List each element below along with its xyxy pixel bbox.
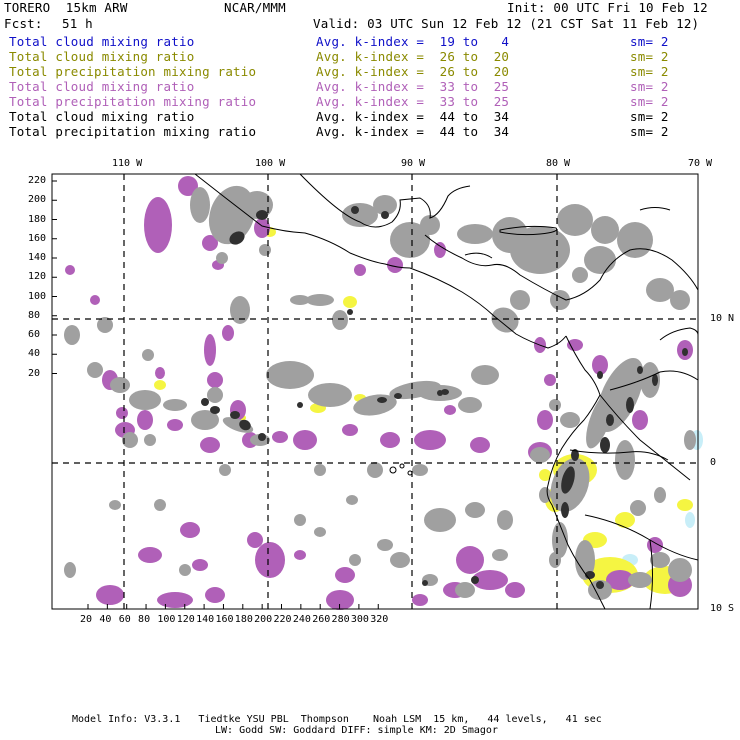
- legend-kindex: Avg. k-index = 33 to 25: [316, 79, 510, 94]
- legend-smoothing: sm= 2: [630, 64, 669, 79]
- legend-kindex: Avg. k-index = 19 to 4: [316, 34, 510, 49]
- fcst-hours: 51 h: [62, 16, 93, 31]
- cloud-field-overlay: [64, 176, 703, 610]
- x-axis-label: 20: [80, 614, 93, 625]
- lat-label-0: 0: [710, 457, 717, 468]
- lon-label-110w: 110 W: [112, 158, 143, 169]
- y-axis-label: 200: [28, 194, 47, 206]
- legend-field: Total precipitation mixing ratio: [9, 94, 257, 109]
- x-axis-label: 140: [196, 614, 215, 625]
- y-axis-label: 100: [28, 290, 47, 302]
- init-time: Init: 00 UTC Fri 10 Feb 12: [507, 0, 708, 15]
- y-axis-label: 60: [28, 329, 41, 340]
- coastline: [194, 173, 699, 610]
- x-axis-label: 60: [118, 614, 131, 625]
- legend-smoothing: sm= 2: [630, 34, 669, 49]
- x-axis-label: 280: [331, 614, 350, 625]
- org-name: NCAR/MMM: [224, 0, 286, 15]
- y-axis-label: 20: [28, 367, 41, 379]
- physics-info-line: LW: Godd SW: Goddard DIFF: simple KM: 2D…: [215, 725, 498, 736]
- x-axis-label: 160: [215, 614, 234, 625]
- y-axis-label: 140: [28, 252, 47, 263]
- model-name: TORERO 15km ARW: [4, 0, 128, 15]
- lat-lon-grid: [52, 174, 698, 609]
- y-axis-label: 160: [28, 232, 47, 244]
- lon-label-80w: 80 W: [546, 158, 571, 169]
- lat-label-10n: 10 N: [710, 313, 735, 324]
- y-axis-label: 120: [28, 271, 47, 283]
- legend-field: Total cloud mixing ratio: [9, 79, 195, 94]
- legend-field: Total cloud mixing ratio: [9, 49, 195, 64]
- x-axis-label: 80: [138, 614, 151, 625]
- x-axis-label: 200: [254, 614, 273, 625]
- y-axis-label: 220: [28, 175, 47, 186]
- x-axis-label: 260: [312, 614, 331, 625]
- legend-kindex: Avg. k-index = 26 to 20: [316, 64, 510, 79]
- lat-label-10s: 10 S: [710, 603, 735, 614]
- lon-label-90w: 90 W: [401, 158, 426, 169]
- y-axis-label: 40: [28, 348, 41, 360]
- x-axis-label: 180: [234, 614, 253, 625]
- legend-smoothing: sm= 2: [630, 49, 669, 64]
- legend-field: Total precipitation mixing ratio: [9, 124, 257, 139]
- lon-label-70w: 70 W: [688, 158, 713, 169]
- legend-kindex: Avg. k-index = 44 to 34: [316, 109, 510, 124]
- x-axis-label: 300: [350, 614, 369, 625]
- y-axis-label: 180: [28, 213, 47, 225]
- fcst-label: Fcst:: [4, 16, 43, 31]
- legend-field: Total precipitation mixing ratio: [9, 64, 257, 79]
- legend-kindex: Avg. k-index = 44 to 34: [316, 124, 510, 139]
- y-axis-label: 80: [28, 309, 41, 321]
- x-axis-label: 240: [292, 614, 311, 625]
- lon-label-100w: 100 W: [255, 158, 286, 169]
- x-axis-label: 220: [273, 614, 292, 625]
- x-axis-label: 40: [99, 614, 112, 625]
- x-axis-label: 100: [157, 614, 176, 625]
- valid-time: Valid: 03 UTC Sun 12 Feb 12 (21 CST Sat …: [313, 16, 700, 31]
- legend-smoothing: sm= 2: [630, 79, 669, 94]
- legend-field: Total cloud mixing ratio: [9, 34, 195, 49]
- legend-smoothing: sm= 2: [630, 94, 669, 109]
- legend-smoothing: sm= 2: [630, 109, 669, 124]
- legend-kindex: Avg. k-index = 33 to 25: [316, 94, 510, 109]
- legend-smoothing: sm= 2: [630, 124, 669, 139]
- model-info-line: Model Info: V3.3.1 Tiedtke YSU PBL Thomp…: [72, 714, 602, 725]
- legend-kindex: Avg. k-index = 26 to 20: [316, 49, 510, 64]
- legend-field: Total cloud mixing ratio: [9, 109, 195, 124]
- x-axis-label: 320: [370, 614, 389, 625]
- x-axis-label: 120: [176, 614, 195, 625]
